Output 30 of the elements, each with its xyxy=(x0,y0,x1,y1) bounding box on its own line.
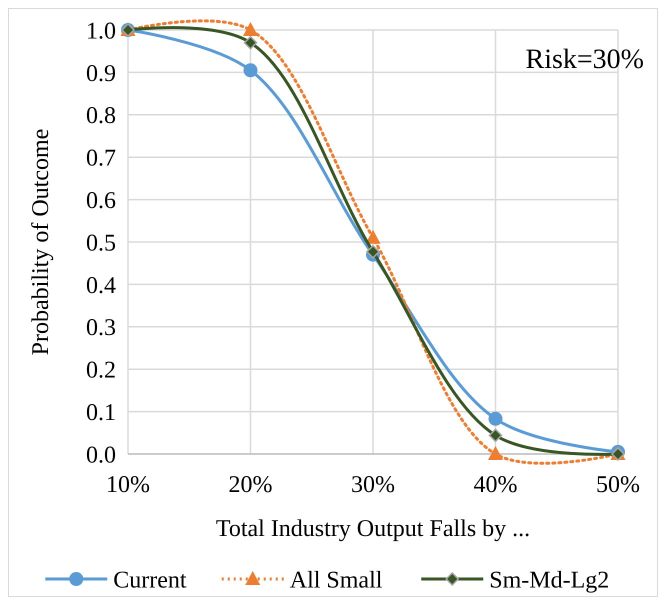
point xyxy=(366,245,380,258)
y-tick-label: 0.1 xyxy=(86,400,116,426)
point xyxy=(488,428,502,442)
annotation: Risk=30% xyxy=(526,44,644,75)
x-tick-label: 30% xyxy=(351,472,395,498)
point xyxy=(488,446,503,460)
x-tick-label: 50% xyxy=(596,472,640,498)
y-tick-label: 0.3 xyxy=(86,315,116,342)
legend-label: All Small xyxy=(290,567,383,594)
x-axis-title: Total Industry Output Falls by ... xyxy=(216,516,530,542)
y-tick-label: 0.4 xyxy=(86,272,116,299)
legend-label: Current xyxy=(113,567,187,594)
x-tick-label: 10% xyxy=(106,472,150,498)
y-tick-label: 0.7 xyxy=(86,146,116,172)
x-tick-label: 20% xyxy=(228,472,272,498)
x-tick-label: 40% xyxy=(474,472,518,498)
legend-label: Sm-Md-Lg2 xyxy=(489,567,610,594)
y-tick-label: 1.0 xyxy=(86,18,116,44)
point xyxy=(488,412,502,426)
y-axis-title: Probability of Outcome xyxy=(28,128,54,356)
y-tick-label: 0.9 xyxy=(86,60,116,87)
point xyxy=(244,63,258,78)
y-tick-label: 0.6 xyxy=(86,188,116,214)
y-tick-label: 0.5 xyxy=(86,230,116,256)
y-tick-label: 0.2 xyxy=(86,358,116,384)
y-tick-label: 0.0 xyxy=(86,442,116,468)
y-tick-label: 0.8 xyxy=(86,103,116,130)
point xyxy=(366,230,380,244)
point xyxy=(244,36,258,50)
point xyxy=(243,22,258,36)
